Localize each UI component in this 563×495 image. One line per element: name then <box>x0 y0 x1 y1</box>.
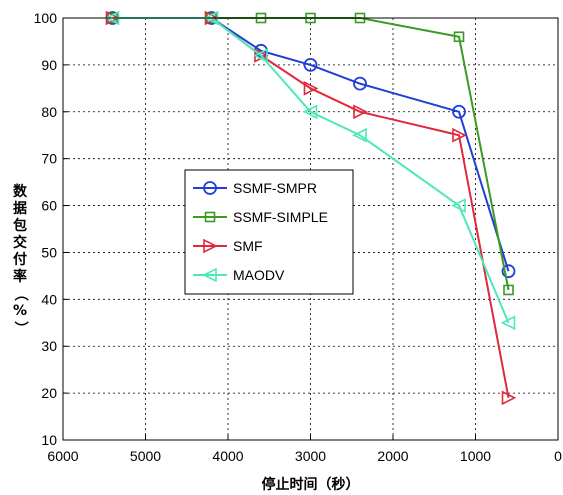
data-point <box>501 264 516 279</box>
data-point <box>352 127 367 143</box>
data-point <box>503 284 514 296</box>
data-point <box>353 104 368 120</box>
y-tick-label: 90 <box>41 57 57 73</box>
data-point <box>453 31 465 43</box>
y-tick-label: 10 <box>41 432 57 448</box>
legend-item: SSMF-SMPR <box>193 180 317 196</box>
legend-marker <box>203 238 218 254</box>
y-axis-label-char: 据 <box>13 200 27 217</box>
legend-marker <box>203 181 217 195</box>
legend-label: SSMF-SIMPLE <box>233 209 328 225</box>
data-point <box>253 48 268 63</box>
data-point <box>302 104 318 120</box>
y-axis-label-char: 付 <box>13 251 27 268</box>
y-tick-label: 70 <box>41 151 57 167</box>
legend-box <box>184 169 354 295</box>
x-tick-label: 3000 <box>295 448 326 464</box>
legend-label: MAODV <box>233 267 285 283</box>
data-point <box>501 390 517 406</box>
y-tick-label: 80 <box>41 104 57 120</box>
y-axis-label-char: （ <box>12 287 28 301</box>
y-axis-label-char: 率 <box>13 268 27 285</box>
data-point <box>452 127 467 143</box>
y-tick-label: 20 <box>41 385 57 401</box>
legend-item: SMF <box>193 238 263 254</box>
x-tick-label: 2000 <box>377 448 408 464</box>
data-point <box>452 104 466 119</box>
x-axis-label: 停止时间（秒） <box>262 476 360 493</box>
data-point <box>500 315 516 331</box>
y-tick-label: 40 <box>41 291 57 307</box>
y-axis-label-char: 交 <box>13 234 27 251</box>
x-tick-label: 5000 <box>130 448 161 464</box>
y-tick-label: 50 <box>41 244 57 260</box>
x-tick-label: 6000 <box>47 448 78 464</box>
y-tick-label: 100 <box>34 10 58 26</box>
legend-label: SMF <box>233 238 263 254</box>
x-tick-label: 4000 <box>212 448 243 464</box>
data-point <box>303 81 319 96</box>
data-point <box>451 198 466 213</box>
y-axis-label-char: % <box>13 303 27 319</box>
data-point <box>353 76 367 91</box>
y-axis-label-char: 数 <box>13 183 28 200</box>
y-axis-label-char: 包 <box>13 217 27 234</box>
y-axis-label-char: ） <box>12 321 28 335</box>
x-tick-label: 0 <box>554 448 562 464</box>
y-tick-label: 60 <box>41 198 57 214</box>
legend-marker <box>202 267 217 283</box>
data-point <box>303 57 318 72</box>
axis-ticks: 6000 5000 4000 3000 2000 1000 0 10 20 30 40 50 60 70 8… <box>34 10 562 464</box>
legend-marker <box>204 211 216 223</box>
legend-item: SSMF-SIMPLE <box>193 209 328 225</box>
legend-item: MAODV <box>193 267 285 283</box>
x-tick-label: 1000 <box>460 448 491 464</box>
legend-label: SSMF-SMPR <box>233 180 317 196</box>
legend: SSMF-SMPR SSMF-SIMPLE SMF MAODV <box>184 169 354 295</box>
y-tick-label: 30 <box>41 338 57 354</box>
